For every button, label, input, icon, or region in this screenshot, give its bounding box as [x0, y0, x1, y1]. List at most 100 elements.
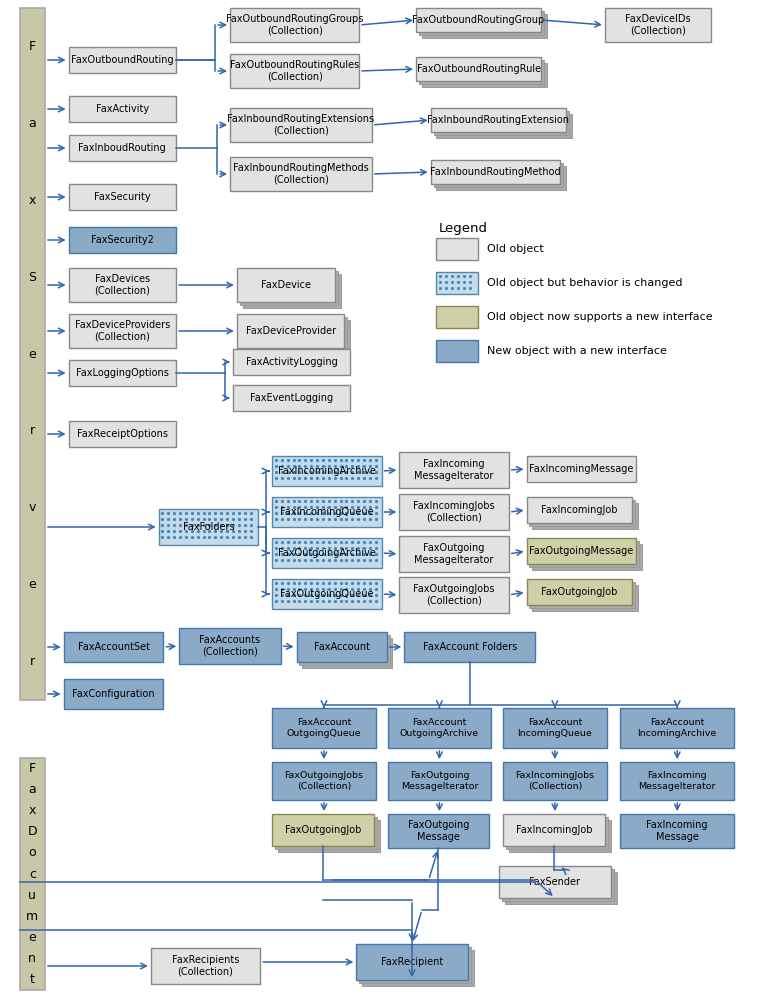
Bar	[503, 708, 607, 748]
Bar	[431, 108, 566, 132]
Text: FaxOutgoingJob: FaxOutgoingJob	[541, 587, 617, 597]
Bar	[296, 632, 386, 662]
Bar	[506, 817, 607, 849]
Text: FaxIncoming
Message: FaxIncoming Message	[647, 820, 708, 842]
Text: New object with a new interface: New object with a new interface	[488, 346, 667, 356]
Text: FaxDeviceIDs
(Collection): FaxDeviceIDs (Collection)	[625, 14, 690, 36]
Text: r: r	[30, 425, 35, 438]
Text: FaxRecipients
(Collection): FaxRecipients (Collection)	[172, 955, 239, 977]
Bar	[151, 948, 260, 984]
Text: FaxReceiptOptions: FaxReceiptOptions	[77, 429, 168, 439]
Text: FaxIncomingJobs
(Collection): FaxIncomingJobs (Collection)	[413, 501, 495, 522]
Text: a: a	[28, 783, 36, 796]
Bar	[272, 762, 376, 800]
Bar	[68, 135, 176, 161]
Bar	[605, 8, 710, 42]
Text: FaxInboundRoutingExtensions
(Collection): FaxInboundRoutingExtensions (Collection)	[227, 114, 375, 136]
Bar	[278, 820, 379, 852]
Bar	[233, 349, 350, 375]
Text: FaxAccount
IncomingArchive: FaxAccount IncomingArchive	[637, 718, 717, 737]
Text: FaxOutgoingJobs
(Collection): FaxOutgoingJobs (Collection)	[284, 771, 363, 790]
Bar	[399, 494, 509, 530]
Bar	[436, 340, 478, 362]
Bar	[243, 274, 340, 308]
Bar	[399, 536, 509, 572]
Text: FaxOutgoing
MessageIterator: FaxOutgoing MessageIterator	[415, 543, 494, 564]
Bar	[362, 950, 474, 986]
Text: D: D	[28, 825, 37, 838]
Text: FaxOutgoing
Message: FaxOutgoing Message	[408, 820, 469, 842]
Bar	[436, 238, 478, 260]
Bar	[436, 306, 478, 328]
Bar	[532, 585, 638, 611]
Text: FaxIncomingJob: FaxIncomingJob	[541, 505, 617, 515]
Bar	[527, 456, 636, 482]
Text: FaxOutboundRouting: FaxOutboundRouting	[71, 55, 174, 65]
Text: FaxOutgoingMessage: FaxOutgoingMessage	[529, 546, 634, 556]
Bar	[388, 708, 492, 748]
Bar	[419, 11, 545, 35]
Bar	[404, 632, 535, 662]
Bar	[272, 814, 374, 846]
Text: FaxDevice: FaxDevice	[261, 280, 311, 290]
Text: r: r	[30, 655, 35, 668]
Text: Old object now supports a new interface: Old object now supports a new interface	[488, 312, 713, 322]
Bar	[356, 944, 468, 980]
Bar	[230, 157, 372, 191]
Bar	[68, 227, 176, 253]
Bar	[68, 314, 176, 348]
Text: FaxRecipient: FaxRecipient	[381, 957, 443, 967]
Bar	[68, 268, 176, 302]
Bar	[527, 538, 636, 564]
Text: FaxInboudRouting: FaxInboudRouting	[78, 143, 166, 153]
Bar	[272, 456, 382, 486]
Text: Old object but behavior is changed: Old object but behavior is changed	[488, 278, 683, 288]
Text: a: a	[28, 117, 36, 130]
Text: u: u	[28, 888, 36, 901]
Text: FaxSecurity2: FaxSecurity2	[91, 235, 154, 245]
Bar	[240, 317, 347, 351]
Bar	[68, 421, 176, 447]
Bar	[503, 762, 607, 800]
Text: FaxActivityLogging: FaxActivityLogging	[246, 357, 337, 367]
Text: FaxDeviceProviders
(Collection): FaxDeviceProviders (Collection)	[74, 321, 170, 342]
Text: FaxIncomingJob: FaxIncomingJob	[515, 825, 592, 835]
Text: c: c	[28, 867, 36, 880]
Bar	[621, 708, 734, 748]
Bar	[230, 8, 359, 42]
Bar	[230, 54, 359, 88]
Text: FaxIncomingJobs
(Collection): FaxIncomingJobs (Collection)	[515, 771, 594, 790]
Bar	[243, 320, 350, 354]
Text: FaxSender: FaxSender	[529, 877, 581, 887]
Bar	[19, 758, 45, 990]
Text: e: e	[28, 348, 36, 361]
Text: F: F	[28, 40, 36, 53]
Bar	[64, 679, 164, 709]
Bar	[388, 814, 489, 848]
Bar	[529, 541, 639, 567]
Bar	[505, 872, 617, 904]
Bar	[237, 268, 335, 302]
Bar	[300, 635, 389, 665]
Bar	[233, 385, 350, 411]
Bar	[527, 579, 632, 605]
Bar	[416, 57, 541, 81]
Bar	[436, 114, 571, 138]
Bar	[179, 628, 281, 664]
Text: S: S	[28, 271, 36, 284]
Text: FaxAccount
OutgoingArchive: FaxAccount OutgoingArchive	[400, 718, 479, 737]
Text: FaxSecurity: FaxSecurity	[94, 192, 151, 202]
Bar	[502, 869, 614, 901]
Text: FaxEventLogging: FaxEventLogging	[250, 393, 333, 403]
Bar	[399, 452, 509, 488]
Text: FaxOutgoingQueue: FaxOutgoingQueue	[280, 589, 373, 599]
Text: FaxOutboundRoutingGroups
(Collection): FaxOutboundRoutingGroups (Collection)	[226, 14, 363, 36]
Bar	[275, 817, 377, 849]
Bar	[240, 271, 338, 305]
Bar	[529, 582, 635, 608]
Bar	[388, 762, 492, 800]
Bar	[230, 108, 372, 142]
Text: x: x	[28, 194, 36, 207]
Bar	[529, 500, 635, 526]
Text: FaxOutboundRoutingRule: FaxOutboundRoutingRule	[416, 64, 541, 74]
